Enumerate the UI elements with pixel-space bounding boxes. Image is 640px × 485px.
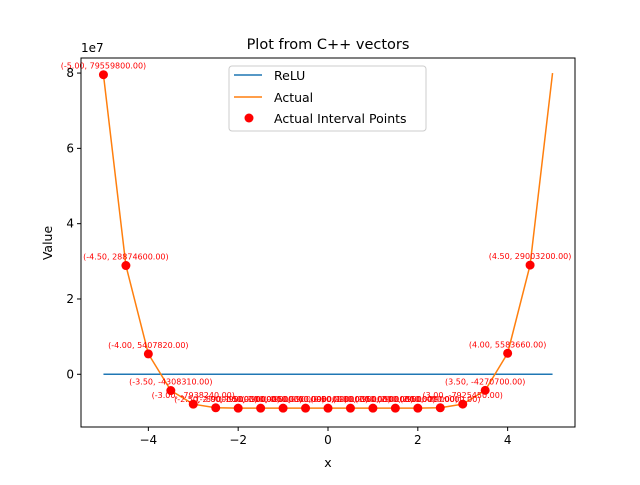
data-point: [435, 403, 445, 413]
x-tick-label: 4: [504, 433, 512, 447]
x-tick-label: −2: [229, 433, 247, 447]
data-label: (2.00, -9000000.00): [378, 395, 458, 404]
data-label: (1.00, -9000000.00): [333, 395, 413, 404]
data-label: (-2.50, -8900000.00): [174, 395, 257, 404]
data-label: (2.50, -8900000.00): [400, 395, 480, 404]
legend-label-relu: ReLU: [274, 68, 305, 83]
y-tick-label: 4: [66, 217, 74, 231]
legend-swatch-points: [244, 113, 254, 123]
data-label: (1.50, -9000000.00): [355, 395, 435, 404]
data-label: (-5.00, 79559800.00): [61, 62, 146, 71]
data-point: [143, 349, 153, 359]
y-tick-label: 6: [66, 141, 74, 155]
data-label: (-4.50, 28874600.00): [83, 253, 168, 262]
legend-label-actual: Actual: [274, 90, 313, 105]
data-label: (-4.00, 5407820.00): [108, 341, 188, 350]
data-label: (3.50, -4270700.00): [445, 377, 525, 386]
data-point: [413, 403, 423, 413]
data-label: (4.00, 5583660.00): [469, 340, 547, 349]
data-label: (-1.50, -9000000.00): [219, 395, 302, 404]
legend-box: [228, 65, 427, 132]
data-point: [390, 403, 400, 413]
data-label: (-2.00, -9000000.00): [197, 395, 280, 404]
y-tick-label: 8: [66, 66, 74, 80]
data-point: [368, 403, 378, 413]
y-tick-label: 0: [66, 367, 74, 381]
axes-layer: −4 −2 0 2 4 0 2 4 6 8: [66, 57, 576, 447]
data-label: (-0.50, -9000000.00): [264, 395, 347, 404]
data-point: [323, 403, 333, 413]
data-label: (-1.00, -9000000.00): [241, 395, 324, 404]
data-label: (3.00, -7925450.00): [423, 391, 503, 400]
data-point: [301, 403, 311, 413]
data-point: [503, 348, 513, 358]
data-point: [211, 403, 221, 413]
data-label: (-3.50, -4308310.00): [129, 378, 212, 387]
data-point: [458, 399, 468, 409]
data-point: [233, 403, 243, 413]
data-point: [121, 261, 131, 271]
data-label: (4.50, 29003200.00): [489, 252, 572, 261]
y-tick-label: 2: [66, 292, 74, 306]
x-tick-label: 0: [324, 433, 332, 447]
chart-title: Plot from C++ vectors: [247, 37, 410, 53]
x-tick-label: −4: [140, 433, 158, 447]
data-point: [188, 399, 198, 409]
data-label: (-3.00, -7938240.00): [152, 391, 235, 400]
data-label: (0.00, -9000000.00): [288, 395, 368, 404]
data-point: [256, 403, 266, 413]
data-label: (0.50, -9000000.00): [310, 395, 390, 404]
legend-label-points: Actual Interval Points: [274, 111, 407, 126]
y-axis-label: Value: [40, 226, 55, 261]
y-offset-label: 1e7: [81, 41, 104, 55]
annotation-layer: (-5.00, 79559800.00) (-4.50, 28874600.00)…: [61, 62, 572, 404]
plot-content: [98, 70, 554, 413]
data-point: [525, 260, 535, 270]
data-point: [345, 403, 355, 413]
data-point: [98, 70, 108, 80]
data-point: [480, 385, 490, 395]
data-point: [166, 386, 176, 396]
data-point: [278, 403, 288, 413]
x-tick-label: 2: [414, 433, 422, 447]
legend: ReLU Actual Actual Interval Points: [228, 65, 427, 132]
x-axis-label: x: [324, 455, 331, 470]
